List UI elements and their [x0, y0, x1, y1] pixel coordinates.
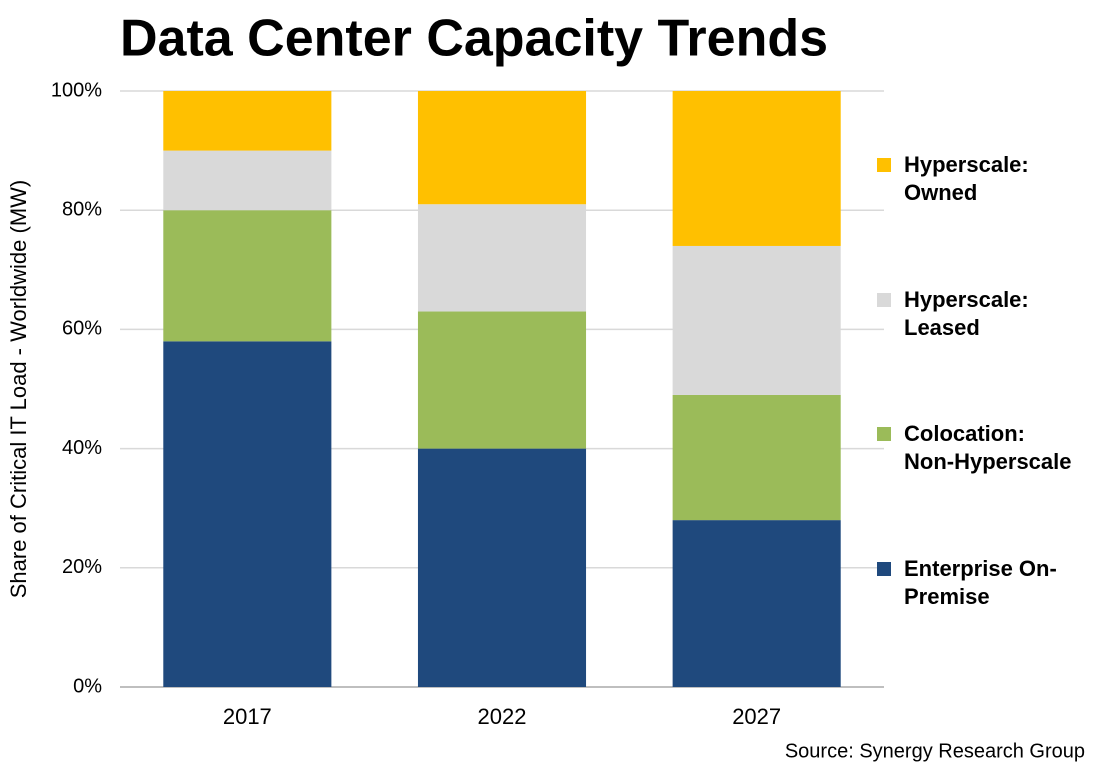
- y-axis-label: Share of Critical IT Load - Worldwide (M…: [6, 180, 31, 599]
- y-tick-label: 100%: [51, 79, 102, 101]
- x-tick-label: 2027: [732, 704, 781, 729]
- bar-segment: [417, 91, 587, 205]
- y-tick-label: 40%: [62, 437, 102, 459]
- legend-label: Hyperscale: Leased: [904, 287, 1029, 340]
- legend-swatch: [877, 562, 891, 576]
- bar-segment: [163, 150, 332, 211]
- x-tick-label: 2022: [478, 704, 527, 729]
- y-tick-label: 20%: [62, 556, 102, 578]
- bar-segment: [163, 91, 332, 151]
- bar-segment: [417, 448, 587, 687]
- y-tick-label: 60%: [62, 318, 102, 340]
- bar-segment: [672, 520, 841, 687]
- bar-segment: [417, 204, 587, 312]
- legend-label: Colocation: Non-Hyperscale: [904, 421, 1072, 474]
- bar-segment: [672, 245, 841, 395]
- chart-title: Data Center Capacity Trends: [120, 10, 828, 68]
- bar-segment: [163, 210, 332, 342]
- bar-segment: [163, 341, 332, 687]
- legend-swatch: [877, 158, 891, 172]
- legend-label: Enterprise On-Premise: [904, 556, 1057, 609]
- legend-label: Hyperscale: Owned: [904, 152, 1029, 205]
- y-tick-label: 80%: [62, 198, 102, 220]
- legend-swatch: [877, 293, 891, 307]
- bar-segment: [417, 311, 587, 449]
- source-note: Source: Synergy Research Group: [785, 740, 1085, 762]
- bar-segment: [672, 394, 841, 521]
- bar-segment: [672, 91, 841, 246]
- x-tick-label: 2017: [223, 704, 272, 729]
- legend-swatch: [877, 427, 891, 441]
- y-tick-label: 0%: [73, 675, 102, 697]
